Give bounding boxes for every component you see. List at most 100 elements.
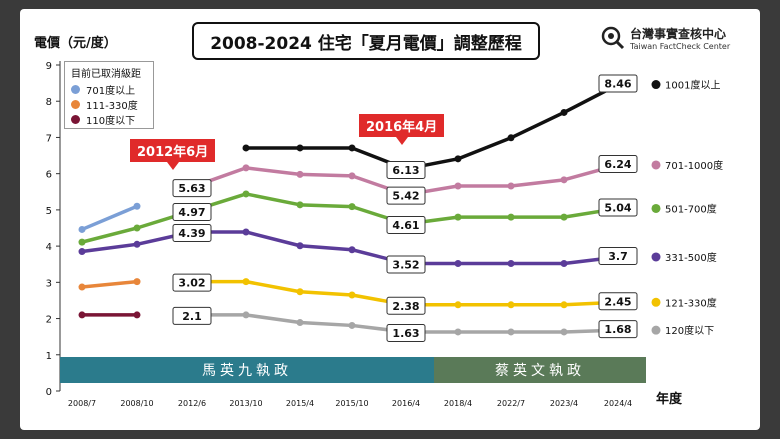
data-point: [454, 301, 462, 309]
data-point: [242, 311, 250, 319]
data-point: [560, 213, 568, 221]
value-label: 4.97: [178, 206, 205, 219]
y-tick-label: 3: [46, 278, 52, 289]
data-point: [78, 225, 86, 233]
right-legend-label: 1001度以上: [665, 79, 720, 92]
x-tick-label: 2023/4: [550, 399, 578, 408]
value-label: 3.02: [178, 277, 205, 290]
data-point: [348, 172, 356, 180]
y-tick-label: 8: [46, 97, 52, 108]
data-point: [78, 238, 86, 246]
value-label: 2.45: [604, 295, 631, 308]
data-point: [296, 319, 304, 327]
value-label: 1.63: [392, 327, 419, 340]
data-point: [296, 170, 304, 178]
value-label-box: [386, 186, 426, 205]
data-point: [507, 213, 515, 221]
y-tick-label: 4: [46, 242, 52, 253]
line-chart: 0 1 2 3 4 5 6 7 8 9 2008/7 2008/10 2012/6 2013/10 2015…: [46, 61, 723, 408]
y-tick-label: 5: [46, 206, 52, 217]
y-axis-label: 電價（元/度）: [34, 36, 117, 51]
data-point: [560, 176, 568, 184]
series-line: [81, 192, 619, 244]
data-point: [348, 246, 356, 254]
magnifier-icon: [601, 26, 625, 50]
value-label: 5.63: [178, 182, 205, 195]
data-point: [507, 134, 515, 142]
right-legend-dot-icon: [651, 297, 661, 307]
right-legend-label: 701-1000度: [665, 159, 723, 172]
x-tick-label: 2024/4: [604, 399, 632, 408]
legend-item-label: 701度以上: [86, 86, 136, 97]
value-label: 8.46: [604, 78, 631, 91]
callout-text: 2012年6月: [137, 145, 209, 160]
legend-item-label: 111-330度: [86, 101, 138, 112]
value-label-box: [598, 74, 638, 93]
legend-dot-icon: [71, 85, 80, 94]
x-tick-label: 2016/4: [392, 399, 420, 408]
x-tick-label: 2013/10: [229, 399, 262, 408]
data-point: [560, 108, 568, 116]
y-tick-label: 1: [46, 351, 52, 362]
legend-item: 701度以上: [71, 82, 135, 97]
data-point: [296, 288, 304, 296]
data-point: [242, 278, 250, 286]
legend-dot-icon: [71, 100, 80, 109]
chart-title: 2008-2024 住宅「夏月電價」調整歷程: [192, 22, 540, 60]
data-point: [133, 311, 141, 319]
x-tick-label: 2022/7: [497, 399, 525, 408]
data-point: [296, 144, 304, 152]
value-label: 1.68: [604, 323, 631, 336]
data-point: [242, 228, 250, 236]
data-point: [348, 144, 356, 152]
value-label-box: [172, 306, 212, 325]
value-label: 6.24: [604, 158, 631, 171]
data-point: [454, 259, 462, 267]
value-label-box: [598, 246, 638, 265]
era-label: 蔡英文執政: [495, 363, 585, 379]
era-band-tsai: 蔡英文執政: [434, 357, 646, 383]
data-point: [454, 213, 462, 221]
y-tick-label: 6: [46, 170, 52, 181]
value-label-box: [172, 273, 212, 292]
value-label-box: [172, 179, 212, 198]
value-label: 2.38: [392, 300, 419, 313]
data-point: [133, 202, 141, 210]
data-point: [560, 301, 568, 309]
era-band-ma: 馬英九執政: [60, 357, 434, 383]
data-point: [454, 155, 462, 163]
value-label-box: [386, 296, 426, 315]
data-point: [454, 328, 462, 336]
data-point: [296, 201, 304, 209]
legend-item: 111-330度: [71, 97, 138, 112]
value-label: 4.61: [392, 219, 419, 232]
data-point: [507, 259, 515, 267]
x-tick-label: 2012/6: [178, 399, 206, 408]
right-legend-label: 121-330度: [665, 296, 717, 309]
callout-pointer: [166, 162, 179, 170]
data-point: [242, 164, 250, 172]
data-point: [78, 248, 86, 256]
value-label: 6.13: [392, 164, 419, 177]
right-legend-label: 120度以下: [665, 324, 714, 337]
data-point: [348, 291, 356, 299]
legend-box-title: 目前已取消級距: [71, 69, 141, 80]
data-point: [507, 182, 515, 190]
value-label: 5.42: [392, 190, 419, 203]
data-point: [133, 240, 141, 248]
value-label-box: [386, 323, 426, 342]
callout-2016-april: 2016年4月: [359, 114, 445, 145]
right-legend-dot-icon: [651, 203, 661, 213]
value-label-box: [598, 154, 638, 173]
era-label: 馬英九執政: [202, 363, 292, 379]
value-label: 4.39: [178, 227, 205, 240]
data-point: [560, 259, 568, 267]
tfc-logo: 台灣事實查核中心 Taiwan FactCheck Center: [600, 21, 750, 61]
series-line: [81, 279, 138, 289]
y-tick-label: 0: [46, 387, 52, 398]
value-label: 3.52: [392, 258, 419, 271]
right-legend-dot-icon: [651, 252, 661, 262]
y-tick-label: 2: [46, 315, 52, 326]
legend-item: 110度以下: [71, 112, 135, 127]
value-label-box: [386, 216, 426, 235]
